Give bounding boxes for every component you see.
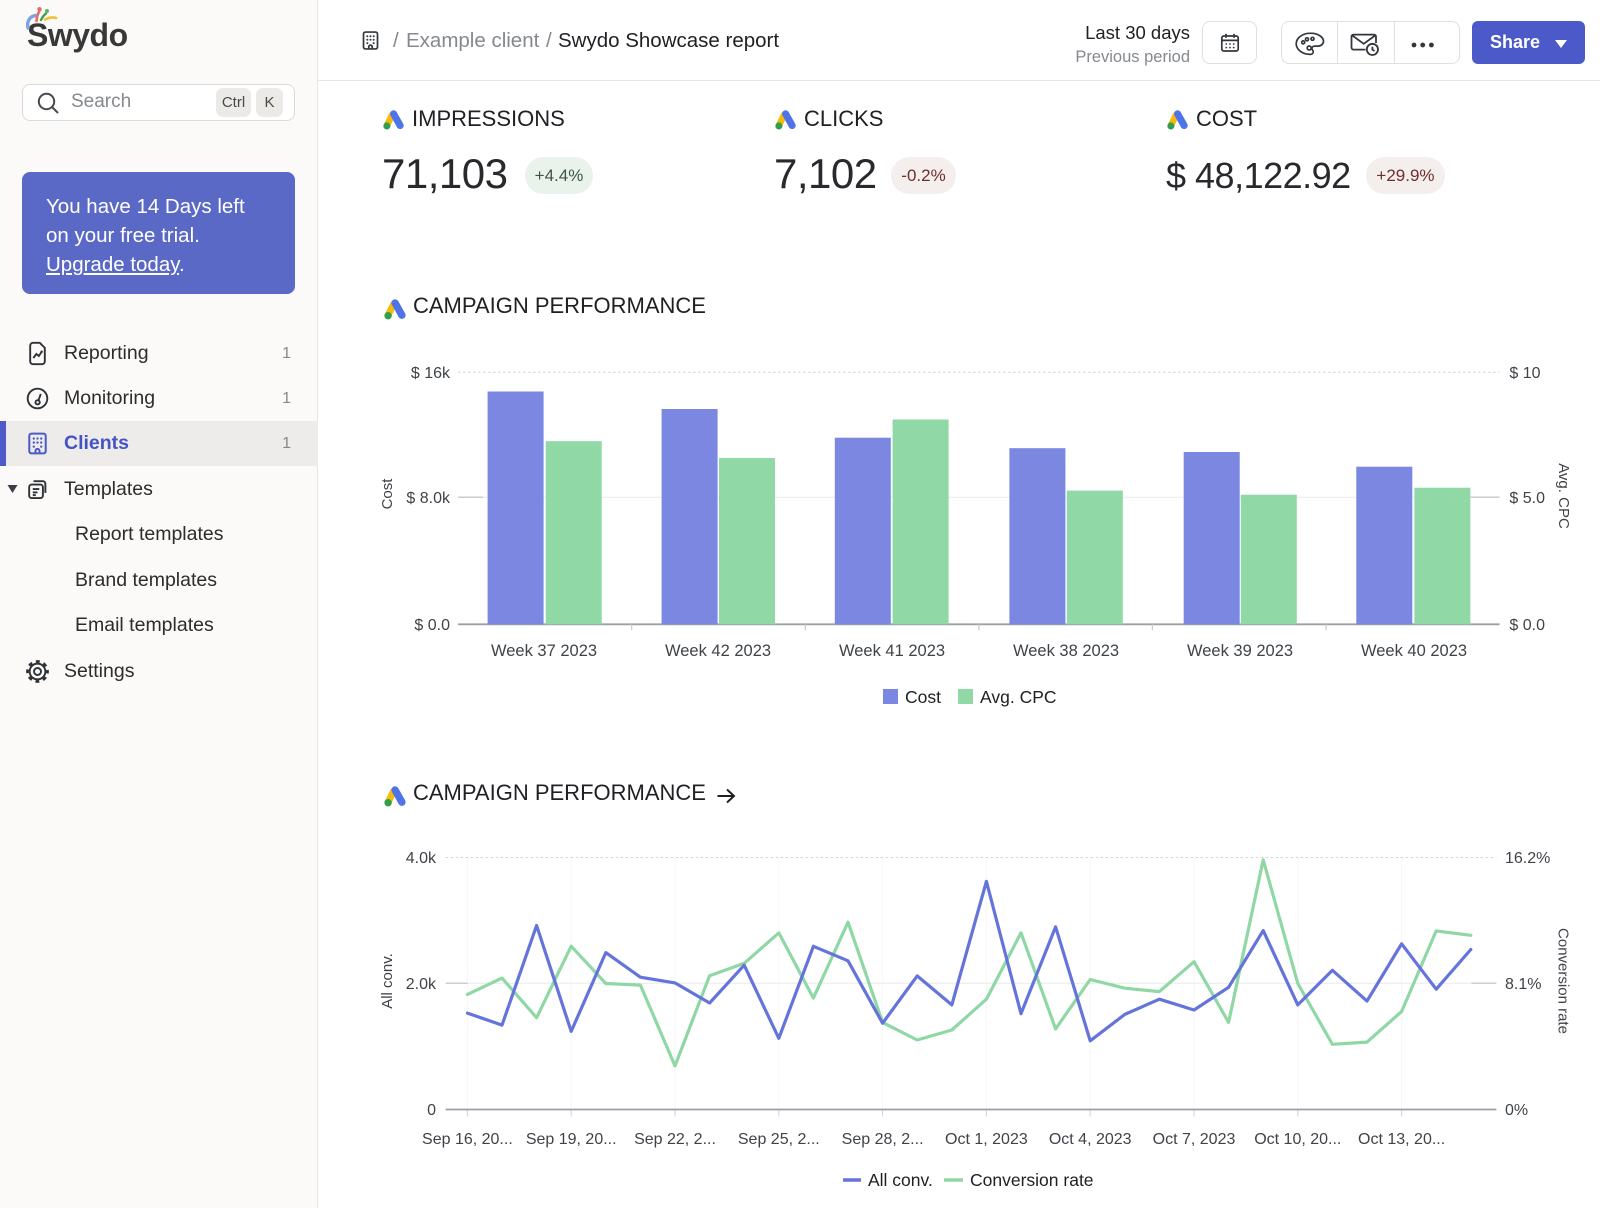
svg-text:4.0k: 4.0k: [406, 850, 437, 867]
svg-text:Week 37 2023: Week 37 2023: [491, 642, 597, 660]
svg-text:Oct 10, 20...: Oct 10, 20...: [1254, 1131, 1341, 1148]
svg-text:$ 5.0: $ 5.0: [1509, 490, 1545, 507]
svg-text:Cost: Cost: [905, 687, 941, 707]
svg-text:Oct 7, 2023: Oct 7, 2023: [1153, 1131, 1236, 1148]
svg-text:All conv.: All conv.: [868, 1170, 933, 1190]
svg-text:Sep 25, 2...: Sep 25, 2...: [738, 1131, 820, 1148]
svg-text:16.2%: 16.2%: [1505, 850, 1550, 867]
svg-text:$ 16k: $ 16k: [411, 365, 451, 382]
svg-text:Sep 28, 2...: Sep 28, 2...: [842, 1131, 924, 1148]
svg-text:Conversion rate: Conversion rate: [1555, 928, 1572, 1034]
svg-text:$ 0.0: $ 0.0: [414, 617, 450, 634]
svg-text:8.1%: 8.1%: [1505, 976, 1541, 993]
svg-text:All conv.: All conv.: [379, 953, 396, 1009]
svg-text:Oct 13, 20...: Oct 13, 20...: [1358, 1131, 1445, 1148]
svg-text:Avg. CPC: Avg. CPC: [980, 687, 1057, 707]
svg-text:Week 38 2023: Week 38 2023: [1013, 642, 1119, 660]
svg-text:$ 10: $ 10: [1509, 365, 1540, 382]
svg-text:0%: 0%: [1505, 1102, 1528, 1119]
svg-text:$ 0.0: $ 0.0: [1509, 617, 1545, 634]
svg-text:Oct 1, 2023: Oct 1, 2023: [945, 1131, 1028, 1148]
svg-text:Cost: Cost: [379, 478, 396, 510]
svg-text:Week 42 2023: Week 42 2023: [665, 642, 771, 660]
svg-text:Week 40 2023: Week 40 2023: [1361, 642, 1467, 660]
svg-text:2.0k: 2.0k: [406, 976, 437, 993]
svg-text:Sep 22, 2...: Sep 22, 2...: [634, 1131, 716, 1148]
svg-text:Week 39 2023: Week 39 2023: [1187, 642, 1293, 660]
svg-text:Conversion rate: Conversion rate: [970, 1170, 1094, 1190]
svg-text:Oct 4, 2023: Oct 4, 2023: [1049, 1131, 1132, 1148]
svg-text:Avg. CPC: Avg. CPC: [1555, 463, 1572, 529]
svg-text:Sep 16, 20...: Sep 16, 20...: [422, 1131, 513, 1148]
svg-text:0: 0: [427, 1102, 436, 1119]
svg-text:Week 41 2023: Week 41 2023: [839, 642, 945, 660]
svg-text:$ 8.0k: $ 8.0k: [406, 490, 451, 507]
svg-text:Sep 19, 20...: Sep 19, 20...: [526, 1131, 617, 1148]
